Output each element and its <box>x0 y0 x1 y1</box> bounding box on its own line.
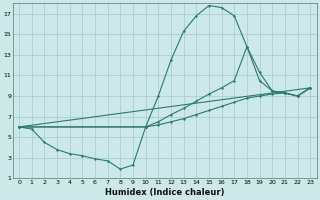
X-axis label: Humidex (Indice chaleur): Humidex (Indice chaleur) <box>105 188 224 197</box>
